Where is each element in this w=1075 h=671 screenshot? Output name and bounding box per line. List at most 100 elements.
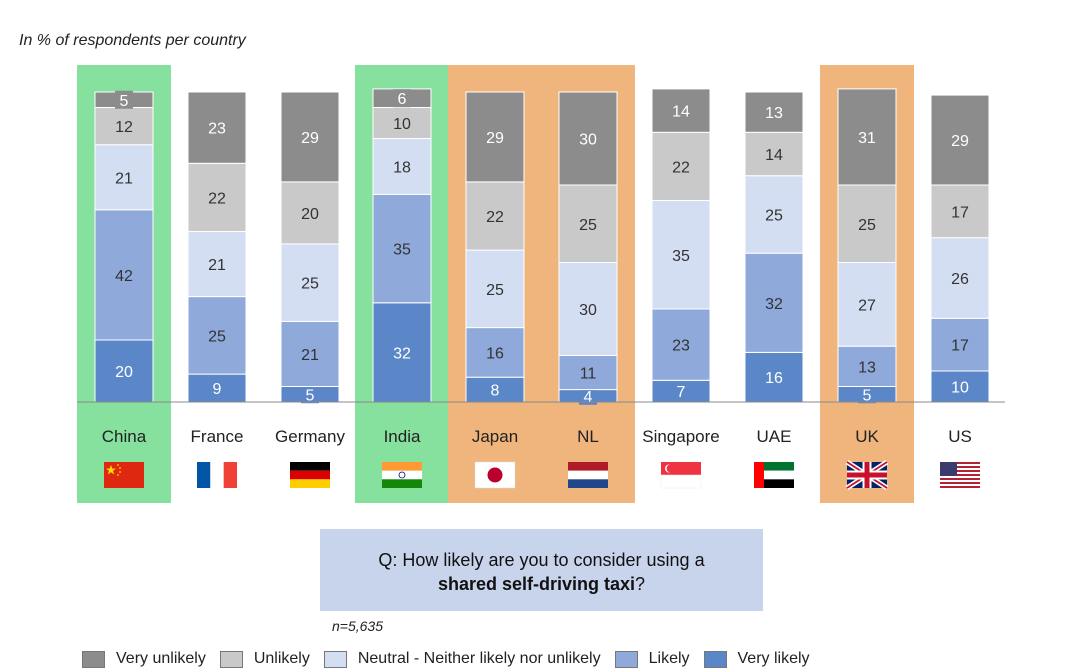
question-box: Q: How likely are you to consider using … — [320, 529, 763, 611]
bar-uk-neutral — [837, 262, 897, 347]
bar-nl-neutral — [558, 262, 618, 356]
category-label-uk: UK — [855, 427, 879, 446]
legend: Very unlikely Unlikely Neutral - Neither l… — [82, 648, 824, 670]
legend-swatch-neutral — [323, 650, 347, 668]
flag-china-icon — [104, 462, 144, 488]
bar-india-likely — [372, 193, 432, 304]
value-label-japan-likely: 16 — [486, 345, 504, 362]
bar-uk-very-unlikely — [837, 88, 897, 186]
category-label-nl: NL — [577, 427, 599, 446]
bar-uk-unlikely — [837, 184, 897, 263]
value-label-nl-very-unlikely: 30 — [579, 132, 597, 149]
question-line-2: shared self-driving taxi? — [320, 572, 763, 596]
bar-india-neutral — [372, 138, 432, 195]
bar-japan-neutral — [465, 249, 525, 329]
bar-japan-very-unlikely — [465, 91, 525, 183]
value-label-uae-likely: 32 — [765, 296, 783, 313]
value-label-germany-unlikely: 20 — [301, 206, 319, 223]
bar-germany-likely — [280, 320, 340, 387]
value-label-uae-very-likely: 16 — [765, 370, 783, 387]
flag-france-icon — [197, 462, 237, 488]
category-label-germany: Germany — [275, 427, 345, 446]
bar-germany-unlikely — [280, 181, 340, 245]
value-label-india-unlikely: 10 — [393, 116, 411, 133]
legend-label-unlikely: Unlikely — [253, 650, 310, 667]
legend-label-very-unlikely: Very unlikely — [116, 650, 206, 667]
value-label-uk-likely: 13 — [858, 359, 876, 376]
value-label-china-likely: 42 — [115, 268, 133, 285]
legend-label-likely: Likely — [648, 650, 690, 667]
question-emphasis: shared self-driving taxi — [437, 574, 636, 594]
value-label-us-unlikely: 17 — [951, 204, 969, 221]
legend-item-very-unlikely: Very unlikely — [82, 650, 206, 668]
value-label-singapore-very-unlikely: 14 — [672, 104, 690, 121]
value-label-bg-nl-very-likely — [579, 386, 597, 405]
value-label-uae-very-unlikely: 13 — [765, 105, 783, 122]
value-label-france-very-likely: 9 — [213, 381, 222, 398]
legend-swatch-very-unlikely — [82, 650, 105, 668]
bar-us-likely — [930, 317, 990, 372]
value-label-japan-unlikely: 22 — [486, 209, 504, 226]
value-label-bg-uk-very-likely — [858, 385, 876, 404]
legend-item-unlikely: Unlikely — [219, 650, 310, 668]
sample-size: n=5,635 — [332, 618, 383, 634]
value-label-bg-china-very-unlikely — [115, 90, 133, 109]
bar-singapore-likely — [651, 308, 711, 381]
bar-uae-very-likely — [744, 351, 804, 403]
value-label-japan-very-likely: 8 — [491, 383, 500, 400]
bar-france-unlikely — [187, 162, 247, 232]
value-label-us-neutral: 26 — [951, 271, 969, 288]
bar-germany-very-unlikely — [280, 91, 340, 183]
legend-item-neutral: Neutral - Neither likely nor unlikely — [323, 650, 601, 668]
question-prefix: Q: How likely are you to consider using … — [378, 550, 705, 570]
value-label-india-very-likely: 32 — [393, 345, 411, 362]
bar-china-neutral — [94, 144, 154, 211]
value-label-china-neutral: 21 — [115, 170, 133, 187]
bar-nl-likely — [558, 355, 618, 391]
bar-nl-very-unlikely — [558, 91, 618, 186]
value-label-china-very-likely: 20 — [115, 364, 133, 381]
value-label-france-neutral: 21 — [208, 257, 226, 274]
value-label-nl-unlikely: 25 — [579, 217, 597, 234]
value-label-uk-neutral: 27 — [858, 297, 876, 314]
category-label-layer: China France Germany India Japan NL Singapore U… — [102, 427, 972, 446]
bar-china-unlikely — [94, 107, 154, 146]
value-label-bg-india-very-unlikely — [393, 89, 411, 108]
question-suffix: ? — [635, 574, 646, 594]
category-label-japan: Japan — [472, 427, 518, 446]
value-label-uk-unlikely: 25 — [858, 217, 876, 234]
bar-france-neutral — [187, 231, 247, 298]
value-label-china-unlikely: 12 — [115, 119, 133, 136]
bar-india-unlikely — [372, 107, 432, 139]
value-label-uae-neutral: 25 — [765, 207, 783, 224]
bar-japan-unlikely — [465, 181, 525, 251]
value-label-nl-likely: 11 — [580, 366, 597, 383]
bar-layer: 2042211259252122235212520293235181068162… — [94, 88, 990, 406]
bar-france-very-unlikely — [187, 91, 247, 164]
value-label-singapore-likely: 23 — [672, 338, 690, 355]
bar-germany-neutral — [280, 243, 340, 322]
value-label-india-neutral: 18 — [393, 159, 411, 176]
bar-singapore-neutral — [651, 200, 711, 310]
legend-item-very-likely: Very likely — [703, 650, 810, 668]
value-label-france-very-unlikely: 23 — [208, 121, 226, 138]
value-label-nl-very-likely: 4 — [584, 389, 593, 406]
value-label-singapore-neutral: 35 — [672, 248, 690, 265]
legend-label-neutral: Neutral - Neither likely nor unlikely — [357, 650, 601, 667]
value-label-bg-germany-very-likely — [301, 385, 319, 404]
value-label-germany-neutral: 25 — [301, 276, 319, 293]
value-label-germany-very-unlikely: 29 — [301, 130, 319, 147]
category-label-india: India — [384, 427, 421, 446]
flag-uae-icon — [754, 462, 794, 488]
bar-uae-very-unlikely — [744, 91, 804, 133]
bar-uae-neutral — [744, 175, 804, 254]
legend-item-likely: Likely — [614, 650, 690, 668]
value-label-uk-very-likely: 5 — [863, 387, 872, 404]
bar-france-likely — [187, 296, 247, 375]
value-label-india-likely: 35 — [393, 242, 411, 259]
flag-germany-icon — [290, 462, 330, 488]
bar-china-likely — [94, 209, 154, 341]
bar-japan-very-likely — [465, 376, 525, 403]
bar-nl-unlikely — [558, 184, 618, 263]
value-label-uae-unlikely: 14 — [765, 147, 783, 164]
